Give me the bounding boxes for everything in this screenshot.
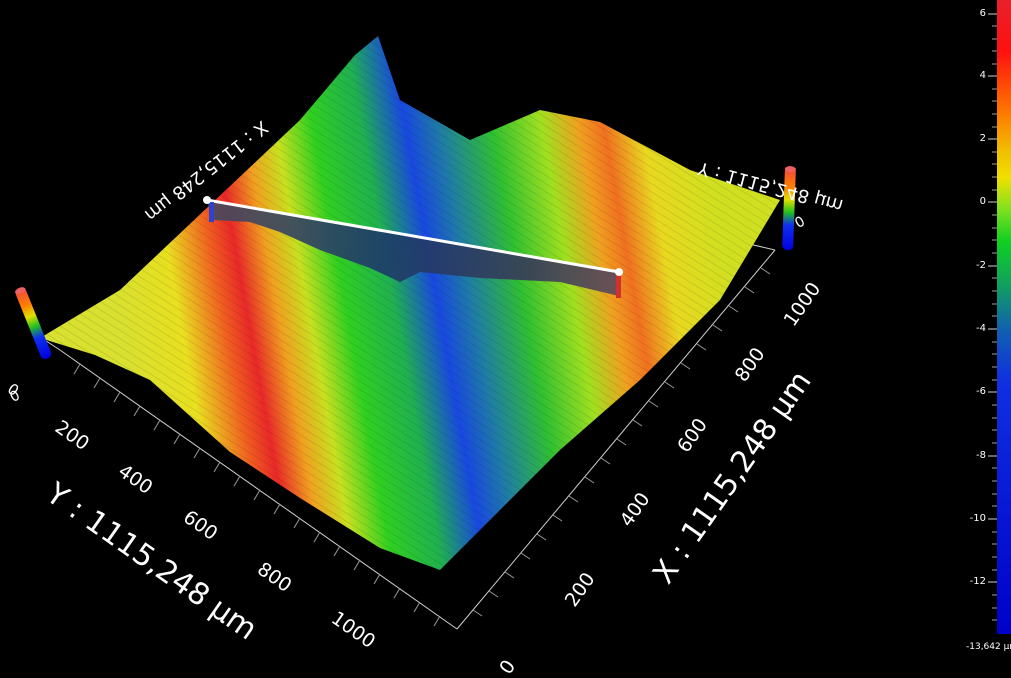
profile-section[interactable] bbox=[203, 196, 623, 298]
color-scale-label: 4 bbox=[979, 70, 986, 81]
color-scale-label: -6 bbox=[976, 386, 986, 397]
color-scale-min-label: -13,642 µm bbox=[966, 642, 1011, 652]
svg-text:600: 600 bbox=[673, 414, 712, 456]
color-scale-label: 6 bbox=[979, 8, 986, 19]
color-scale-label: -8 bbox=[976, 450, 986, 461]
profile-start-handle[interactable] bbox=[203, 196, 211, 204]
y-axis-ticks bbox=[73, 363, 441, 627]
svg-text:0: 0 bbox=[495, 656, 520, 674]
x-axis-title: X : 1115,248 µm bbox=[646, 365, 818, 590]
y-axis-title: Y : 1115,248 µm bbox=[39, 476, 263, 648]
profile-line bbox=[206, 198, 620, 274]
z-marker-left bbox=[15, 287, 52, 359]
profile-start-bar bbox=[209, 202, 214, 222]
svg-text:800: 800 bbox=[253, 558, 295, 597]
color-scale-gradient bbox=[997, 0, 1011, 634]
axis-frame bbox=[39, 242, 776, 630]
color-scale-label: 2 bbox=[979, 133, 986, 144]
profile-end-bar bbox=[616, 274, 621, 298]
color-scale-label: -10 bbox=[969, 513, 986, 524]
z-marker-right-zero: 0 bbox=[792, 213, 808, 231]
svg-text:400: 400 bbox=[114, 460, 156, 499]
svg-text:200: 200 bbox=[561, 569, 600, 611]
z-marker-right bbox=[782, 166, 796, 251]
color-scale-label: -12 bbox=[969, 576, 986, 587]
color-scale-label: 0 bbox=[979, 196, 986, 207]
svg-text:800: 800 bbox=[731, 344, 770, 386]
svg-text:400: 400 bbox=[616, 489, 655, 531]
svg-text:1000: 1000 bbox=[327, 607, 379, 653]
svg-text:1000: 1000 bbox=[780, 278, 826, 330]
topography-surface[interactable] bbox=[40, 36, 780, 570]
color-scale-label: -2 bbox=[976, 260, 986, 271]
profile-end-handle[interactable] bbox=[615, 268, 623, 276]
svg-text:200: 200 bbox=[51, 416, 93, 455]
x-axis-ticks bbox=[472, 267, 771, 617]
color-scale-label: -4 bbox=[976, 323, 986, 334]
color-scale-ticks bbox=[988, 13, 997, 621]
svg-text:600: 600 bbox=[179, 506, 221, 545]
